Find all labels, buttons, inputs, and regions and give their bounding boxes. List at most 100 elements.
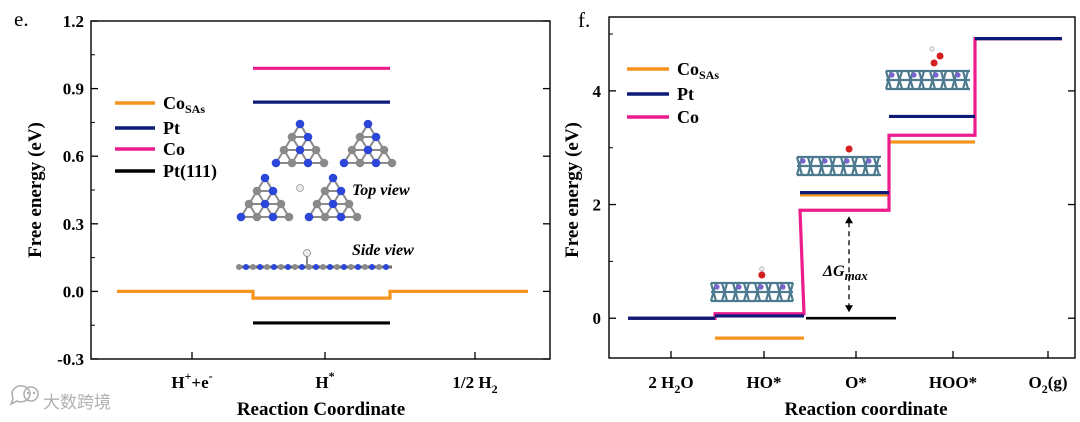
chart-f-slab-co-atom	[955, 72, 961, 78]
chart-e-atom	[339, 158, 349, 168]
chart-f-ytick-label: 4	[593, 82, 602, 101]
chart-e-atom	[303, 158, 313, 168]
chart-e-atom	[363, 119, 373, 129]
chart-e-ytick-label: 0.3	[63, 215, 84, 234]
chart-e-ytick-label: -0.3	[57, 350, 84, 369]
chart-e-side-atom	[369, 264, 375, 270]
chart-f-slab-co-atom	[933, 72, 939, 78]
chart-f-slab-bond	[850, 156, 859, 176]
chart-e-side-atom	[355, 264, 361, 270]
chart-f-slab-co-atom	[889, 72, 895, 78]
chart-f-slab-bond	[764, 282, 773, 302]
chart-f-xtick-2: O*	[845, 373, 867, 392]
chart-e-xtick-2: 1/2 H2	[452, 373, 497, 396]
chart-e-atom	[279, 145, 289, 155]
chart-f: f. 0 2 4 CoSAs Pt Co ΔGmax 2 H2O HO* O* HO…	[562, 8, 1076, 420]
chart-f-slab-bond	[872, 156, 881, 176]
chart-f-legend-label-pt: Pt	[677, 84, 694, 104]
chart-f-slab-co-atom	[844, 158, 850, 164]
chart-f-slab-bond	[828, 156, 837, 176]
chart-e-side-atom	[271, 264, 277, 270]
chart-e-atom	[295, 145, 305, 155]
chart-f-slab-bond	[742, 282, 751, 302]
chart-f-slab-co-atom	[714, 284, 720, 290]
chart-e-legend-label-co: Co	[163, 139, 185, 159]
chart-e-side-atom	[278, 264, 284, 270]
chart-e-atom	[311, 145, 321, 155]
chart-e: e. -0.3 0.0 0.3 0.6 0.9 1.2 CoSAs Pt Co Pt(11…	[14, 7, 551, 420]
chart-e-atom	[379, 145, 389, 155]
chart-e-side-atom	[292, 264, 298, 270]
chart-f-slab-co-atom	[822, 158, 828, 164]
chart-e-atom	[304, 212, 314, 222]
chart-f-delta-g-max-arrow	[845, 216, 853, 313]
speech-bubble-icon	[9, 385, 39, 406]
chart-e-ylabel: Free energy (eV)	[25, 122, 46, 258]
chart-e-atom	[260, 199, 270, 209]
chart-e-atom	[320, 212, 330, 222]
chart-e-atom	[363, 145, 373, 155]
chart-e-legend-label-pt111: Pt(111)	[163, 161, 217, 182]
chart-e-ytick-label: 0.9	[63, 80, 84, 99]
chart-e-legend: CoSAs Pt Co Pt(111)	[115, 93, 217, 182]
chart-e-atom	[312, 199, 322, 209]
chart-e-axis: -0.3 0.0 0.3 0.6 0.9 1.2	[57, 12, 550, 369]
chart-f-series	[628, 36, 1062, 340]
chart-e-side-atom	[383, 264, 389, 270]
chart-f-legend: CoSAs Pt Co	[627, 59, 719, 127]
chart-f-slab-co-atom	[866, 158, 872, 164]
chart-e-atom	[355, 132, 365, 142]
chart-e-atom	[268, 186, 278, 196]
chart-e-atom	[387, 158, 397, 168]
chart-e-structure-side-view-image	[236, 249, 392, 270]
chart-e-atom	[371, 158, 381, 168]
chart-e-side-atom	[250, 264, 256, 270]
chart-e-atom	[328, 199, 338, 209]
chart-f-axis: 0 2 4	[593, 33, 1075, 358]
chart-f-structure-images	[709, 46, 970, 303]
chart-f-slab-co-atom	[736, 284, 742, 290]
chart-e-atom	[271, 158, 281, 168]
chart-e-side-atom	[299, 264, 305, 270]
chart-e-atom	[328, 173, 338, 183]
chart-e-side-atom	[341, 264, 347, 270]
chart-f-oxygen-atom	[845, 145, 853, 153]
chart-e-atom	[320, 186, 330, 196]
chart-e-atom	[287, 158, 297, 168]
chart-f-xtick-4: O2(g)	[1028, 373, 1067, 396]
chart-e-atom	[355, 158, 365, 168]
chart-e-side-atom	[257, 264, 263, 270]
chart-e-side-atom	[327, 264, 333, 270]
chart-f-slab-bond	[720, 282, 729, 302]
chart-f-xtick-1: HO*	[747, 373, 782, 392]
chart-e-legend-label-pt: Pt	[163, 118, 180, 138]
chart-e-atom	[252, 212, 262, 222]
chart-f-xlabel: Reaction coordinate	[784, 399, 947, 420]
chart-e-side-atom	[334, 264, 340, 270]
chart-f-slab-co-atom	[911, 72, 917, 78]
chart-e-frame	[90, 20, 551, 360]
chart-e-atom	[252, 186, 262, 196]
chart-f-hydrogen-atom	[929, 46, 935, 52]
chart-e-side-atom	[264, 264, 270, 270]
chart-e-ytick-label: 0.6	[63, 147, 84, 166]
chart-e-atom	[371, 132, 381, 142]
chart-f-legend-label-cosas: CoSAs	[677, 59, 719, 82]
chart-f-slab-bond	[917, 70, 926, 90]
chart-e-xtick-0: H++e-	[171, 369, 212, 392]
chart-f-slab-image	[795, 145, 881, 177]
chart-e-atom	[336, 186, 346, 196]
chart-f-arrow-head-up	[845, 216, 853, 224]
watermark-text: 大数跨境	[43, 393, 111, 413]
chart-e-atom	[236, 212, 246, 222]
chart-f-slab-bond	[961, 70, 970, 90]
chart-e-hydrogen-atom-top	[296, 184, 304, 192]
chart-f-slab-bond	[939, 70, 948, 90]
chart-e-atom	[284, 212, 294, 222]
chart-f-hydrogen-atom	[759, 266, 765, 272]
chart-f-legend-label-co: Co	[677, 107, 699, 127]
chart-f-panel-label: f.	[578, 8, 590, 32]
chart-e-atom	[336, 212, 346, 222]
chart-e-atom	[352, 212, 362, 222]
chart-f-ylabel: Free energy (eV)	[562, 122, 583, 258]
